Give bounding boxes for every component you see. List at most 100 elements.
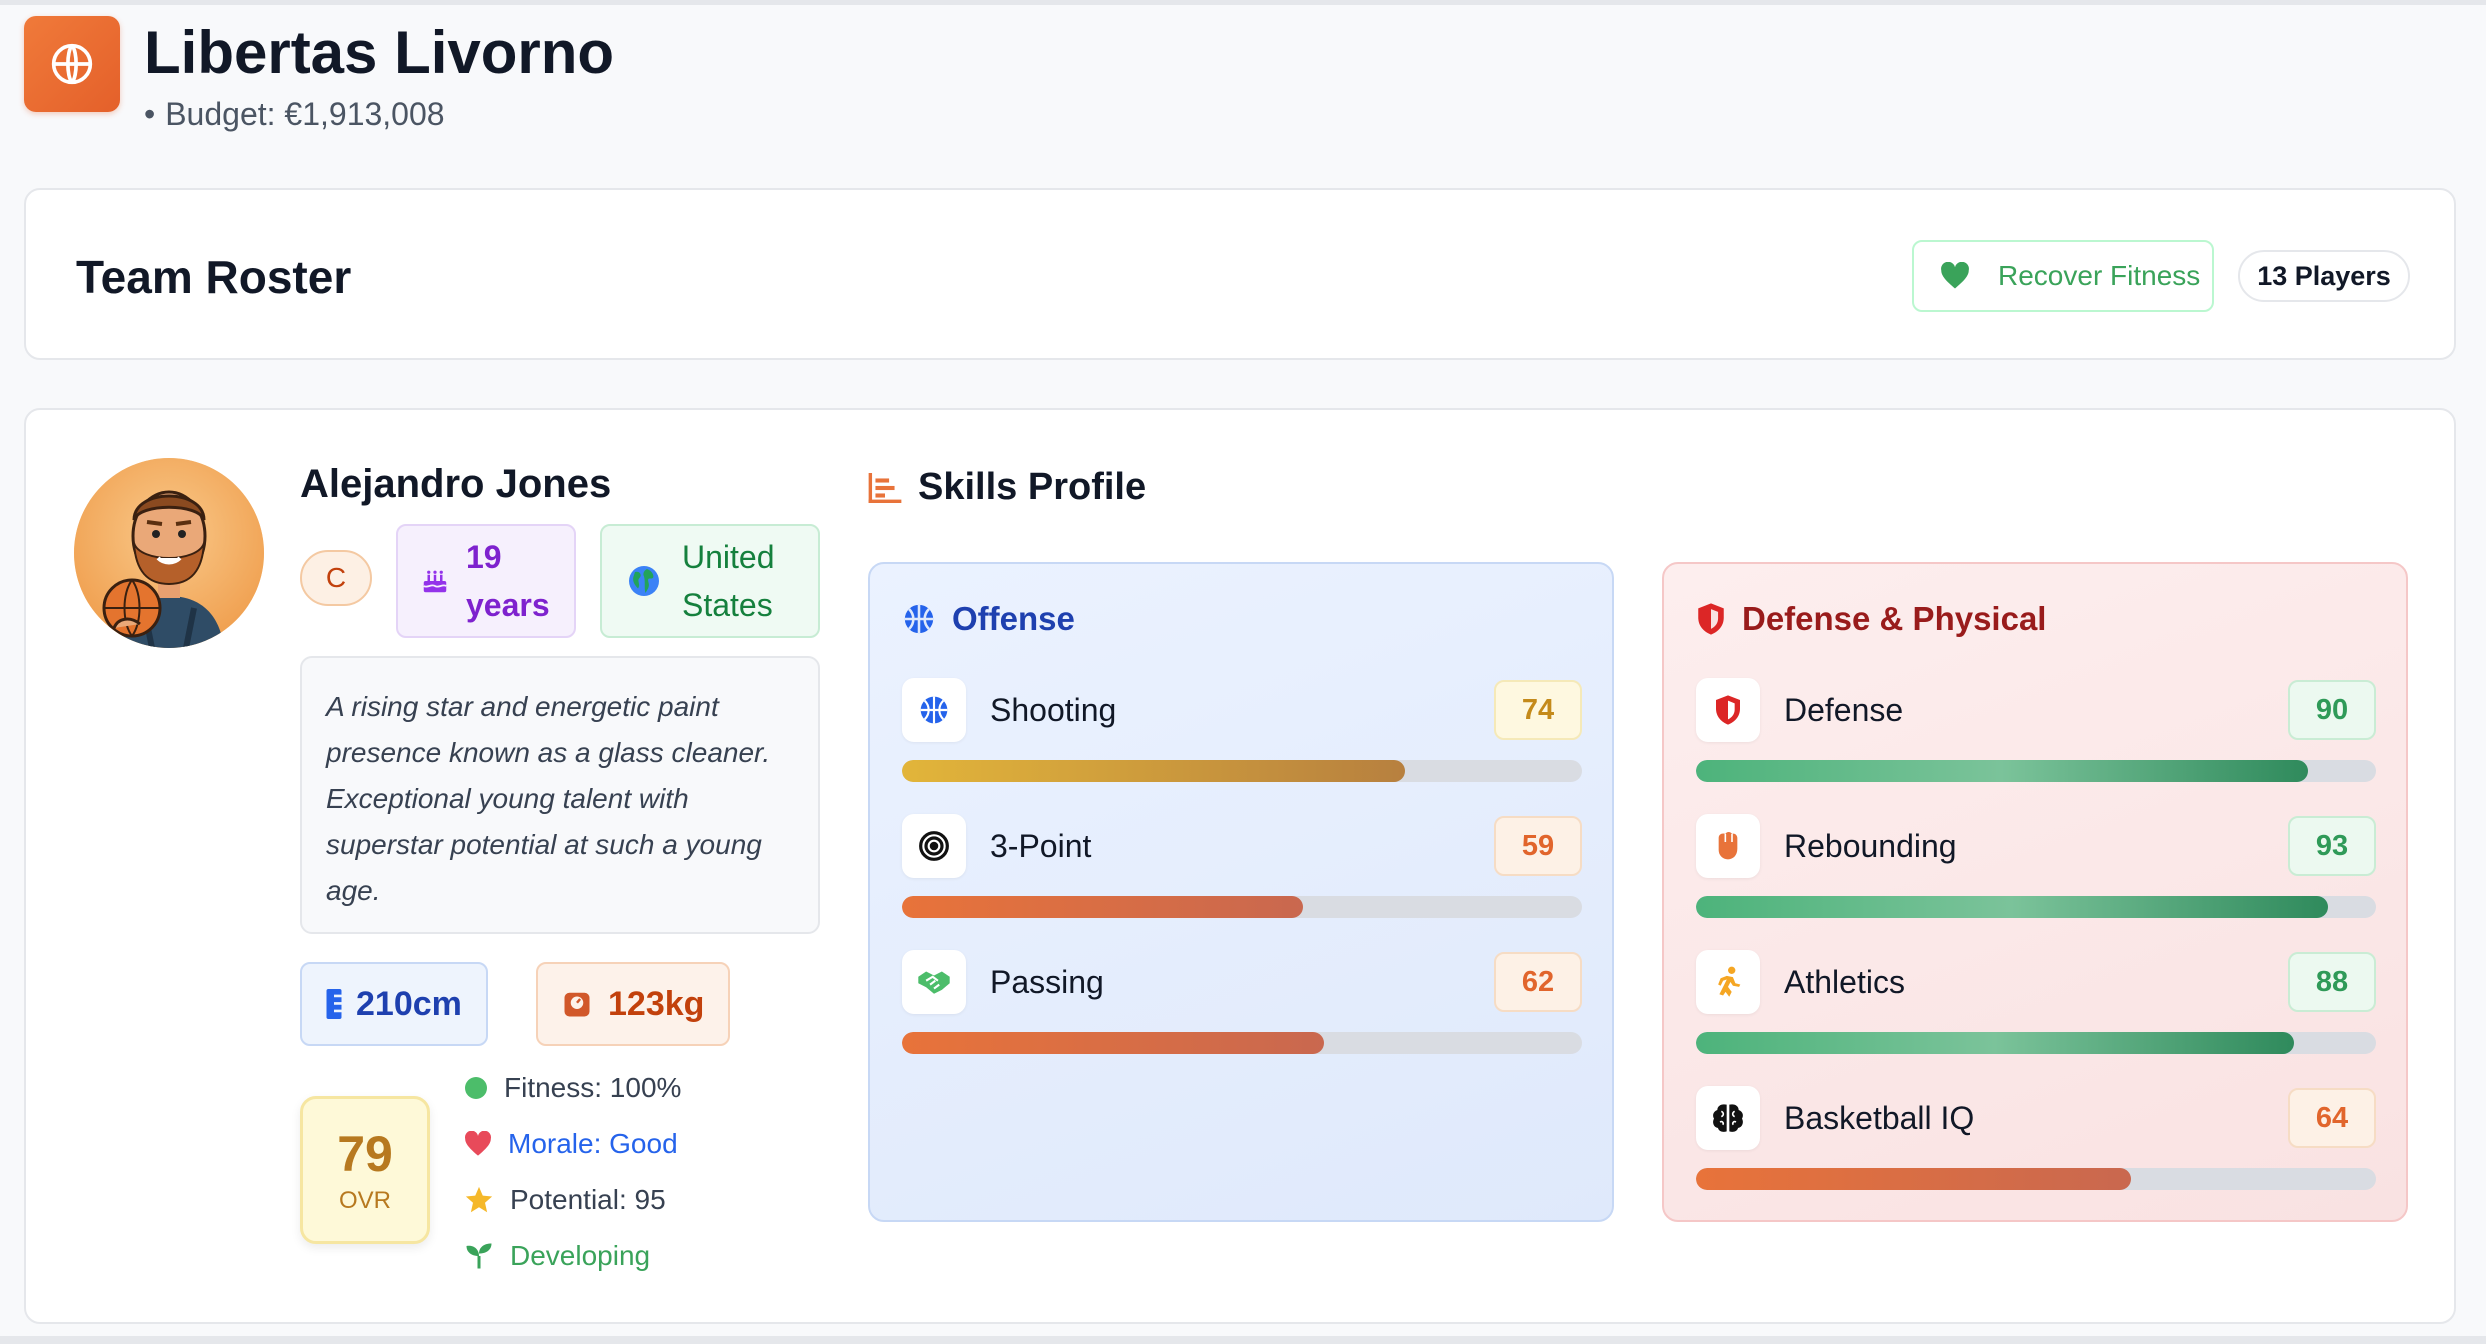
country-line2: States [682, 587, 773, 623]
skill-bar-track [1696, 760, 2376, 782]
weight-badge: 123kg [536, 962, 730, 1046]
skill-name: 3-Point [990, 828, 1092, 864]
skill-bar-track [902, 760, 1582, 782]
morale-status: Morale: Good [464, 1128, 678, 1160]
defense-title-label: Defense & Physical [1742, 600, 2047, 637]
shield-icon [1696, 678, 1760, 742]
team-header: Libertas Livorno • Budget: €1,913,008 [24, 16, 2464, 132]
defense-panel-title: Defense & Physical [1696, 600, 2046, 638]
age-unit: years [466, 587, 550, 623]
avatar [74, 458, 264, 648]
player-card[interactable]: Alejandro Jones C 19 years United States… [24, 408, 2456, 1324]
skill-name: Defense [1784, 692, 1904, 728]
skill-name: Shooting [990, 692, 1117, 728]
weight-value: 123kg [608, 984, 705, 1023]
basketball-icon [904, 604, 934, 634]
skill-bar-track [1696, 1168, 2376, 1190]
potential-status: Potential: 95 [464, 1184, 666, 1216]
position-badge: C [300, 550, 372, 606]
skill-basketball-iq: Basketball IQ 64 [1696, 1086, 2376, 1196]
skill-defense: Defense 90 [1696, 678, 2376, 788]
runner-icon [1696, 950, 1760, 1014]
team-budget: • Budget: €1,913,008 [144, 96, 445, 132]
skills-profile-title: Skills Profile [868, 466, 1146, 509]
potential-text: Potential: 95 [510, 1184, 666, 1215]
age-badge: 19 years [396, 524, 576, 638]
budget-value: Budget: €1,913,008 [165, 96, 445, 132]
skill-bar-fill [1696, 1032, 2295, 1054]
cake-icon [423, 570, 447, 593]
skill-bar-fill [902, 760, 1406, 782]
skill-shooting: Shooting 74 [902, 678, 1582, 788]
skill-bar-fill [1696, 896, 2329, 918]
age-number: 19 [466, 539, 502, 575]
recover-fitness-button[interactable]: Recover Fitness [1912, 240, 2214, 312]
offense-panel-title: Offense [902, 600, 1075, 638]
country-line1: United [682, 539, 775, 575]
skill-bar-fill [1696, 1168, 2132, 1190]
seedling-icon [466, 1243, 492, 1269]
skill-value: 64 [2288, 1088, 2376, 1148]
skill-name: Passing [990, 964, 1104, 1000]
roster-header-card: Team Roster Recover Fitness 13 Players [24, 188, 2456, 360]
player-name: Alejandro Jones [300, 462, 612, 506]
skill-bar-fill [902, 896, 1304, 918]
overall-rating-label: OVR [338, 1187, 391, 1214]
fist-icon [1696, 814, 1760, 878]
player-bio: A rising star and energetic paint presen… [300, 656, 820, 934]
country-badge: United States [600, 524, 820, 638]
skill-3-point: 3-Point 59 [902, 814, 1582, 924]
skill-athletics: Athletics 88 [1696, 950, 2376, 1060]
globe-icon [629, 566, 659, 596]
overall-rating-value: 79 [337, 1126, 393, 1182]
handshake-icon [902, 950, 966, 1014]
defense-panel: Defense & Physical Defense 90 Rebounding 93… [1662, 562, 2408, 1222]
skill-value: 88 [2288, 952, 2376, 1012]
target-icon [902, 814, 966, 878]
heart-icon [465, 1131, 491, 1156]
basketball-icon [51, 43, 93, 85]
development-status: Developing [464, 1240, 650, 1272]
bottom-divider [0, 1336, 2486, 1344]
offense-panel: Offense Shooting 74 3-Point 59 Passing 62 [868, 562, 1614, 1222]
height-badge: 210cm [300, 962, 488, 1046]
skill-bar-track [902, 896, 1582, 918]
overall-rating-badge: 79 OVR [300, 1096, 430, 1244]
ruler-icon [326, 989, 342, 1019]
skill-value: 62 [1494, 952, 1582, 1012]
recover-fitness-label: Recover Fitness [1998, 260, 2201, 291]
roster-title: Team Roster [76, 251, 352, 303]
top-divider [0, 0, 2486, 5]
skill-passing: Passing 62 [902, 950, 1582, 1060]
morale-text: Morale: Good [508, 1128, 678, 1159]
skill-name: Athletics [1784, 964, 1905, 1000]
team-name: Libertas Livorno [144, 19, 615, 86]
skill-bar-fill [902, 1032, 1324, 1054]
star-icon [465, 1186, 493, 1213]
skill-bar-track [1696, 896, 2376, 918]
fitness-text: Fitness: 100% [504, 1072, 682, 1103]
skill-bar-track [902, 1032, 1582, 1054]
fitness-status: Fitness: 100% [464, 1072, 681, 1104]
bar-chart-icon [868, 472, 902, 503]
heart-icon [1941, 262, 1969, 289]
skill-bar-fill [1696, 760, 2308, 782]
skill-name: Basketball IQ [1784, 1100, 1975, 1136]
development-text: Developing [510, 1240, 651, 1271]
basketball-icon [902, 678, 966, 742]
players-count-badge: 13 Players [2238, 250, 2410, 302]
height-value: 210cm [356, 984, 462, 1023]
skill-name: Rebounding [1784, 828, 1957, 864]
status-dot-icon [465, 1077, 487, 1099]
skill-value: 59 [1494, 816, 1582, 876]
skill-bar-track [1696, 1032, 2376, 1054]
shield-icon [1698, 603, 1724, 635]
skill-rebounding: Rebounding 93 [1696, 814, 2376, 924]
weight-icon [564, 992, 590, 1017]
skills-profile-label: Skills Profile [918, 466, 1147, 508]
brain-icon [1696, 1086, 1760, 1150]
skill-value: 93 [2288, 816, 2376, 876]
team-logo [24, 16, 120, 112]
offense-title-label: Offense [952, 600, 1075, 637]
skill-value: 74 [1494, 680, 1582, 740]
